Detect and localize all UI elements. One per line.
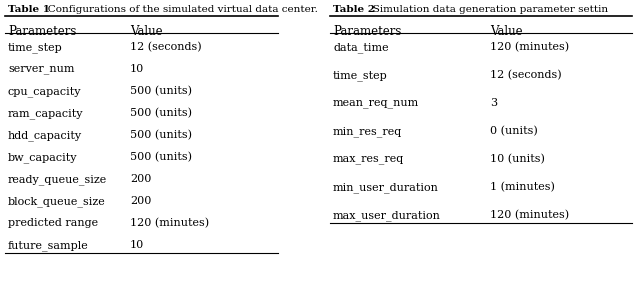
Text: min_res_req: min_res_req bbox=[333, 126, 403, 137]
Text: 200: 200 bbox=[130, 196, 152, 206]
Text: 12 (seconds): 12 (seconds) bbox=[130, 42, 202, 52]
Text: mean_req_num: mean_req_num bbox=[333, 98, 419, 108]
Text: Value: Value bbox=[490, 25, 523, 38]
Text: 10: 10 bbox=[130, 64, 144, 74]
Text: 120 (minutes): 120 (minutes) bbox=[130, 218, 209, 228]
Text: 10: 10 bbox=[130, 240, 144, 250]
Text: 12 (seconds): 12 (seconds) bbox=[490, 70, 562, 80]
Text: ram_capacity: ram_capacity bbox=[8, 108, 83, 119]
Text: time_step: time_step bbox=[8, 42, 63, 53]
Text: bw_capacity: bw_capacity bbox=[8, 152, 77, 163]
Text: ready_queue_size: ready_queue_size bbox=[8, 174, 108, 185]
Text: 500 (units): 500 (units) bbox=[130, 108, 192, 118]
Text: Configurations of the simulated virtual data center.: Configurations of the simulated virtual … bbox=[38, 5, 318, 14]
Text: 1 (minutes): 1 (minutes) bbox=[490, 182, 555, 192]
Text: Table 2: Table 2 bbox=[333, 5, 375, 14]
Text: predicted range: predicted range bbox=[8, 218, 98, 228]
Text: 120 (minutes): 120 (minutes) bbox=[490, 210, 569, 220]
Text: cpu_capacity: cpu_capacity bbox=[8, 86, 81, 97]
Text: 10 (units): 10 (units) bbox=[490, 154, 545, 164]
Text: 500 (units): 500 (units) bbox=[130, 86, 192, 96]
Text: 500 (units): 500 (units) bbox=[130, 152, 192, 162]
Text: server_num: server_num bbox=[8, 64, 74, 74]
Text: block_queue_size: block_queue_size bbox=[8, 196, 106, 207]
Text: 500 (units): 500 (units) bbox=[130, 130, 192, 140]
Text: Parameters: Parameters bbox=[8, 25, 76, 38]
Text: 3: 3 bbox=[490, 98, 497, 108]
Text: data_time: data_time bbox=[333, 42, 388, 53]
Text: hdd_capacity: hdd_capacity bbox=[8, 130, 82, 141]
Text: future_sample: future_sample bbox=[8, 240, 89, 251]
Text: 120 (minutes): 120 (minutes) bbox=[490, 42, 569, 52]
Text: max_res_req: max_res_req bbox=[333, 154, 404, 164]
Text: Parameters: Parameters bbox=[333, 25, 401, 38]
Text: max_user_duration: max_user_duration bbox=[333, 210, 441, 221]
Text: Value: Value bbox=[130, 25, 163, 38]
Text: time_step: time_step bbox=[333, 70, 388, 81]
Text: 200: 200 bbox=[130, 174, 152, 184]
Text: min_user_duration: min_user_duration bbox=[333, 182, 439, 193]
Text: Simulation data generation parameter settin: Simulation data generation parameter set… bbox=[363, 5, 608, 14]
Text: Table 1: Table 1 bbox=[8, 5, 50, 14]
Text: 0 (units): 0 (units) bbox=[490, 126, 538, 136]
